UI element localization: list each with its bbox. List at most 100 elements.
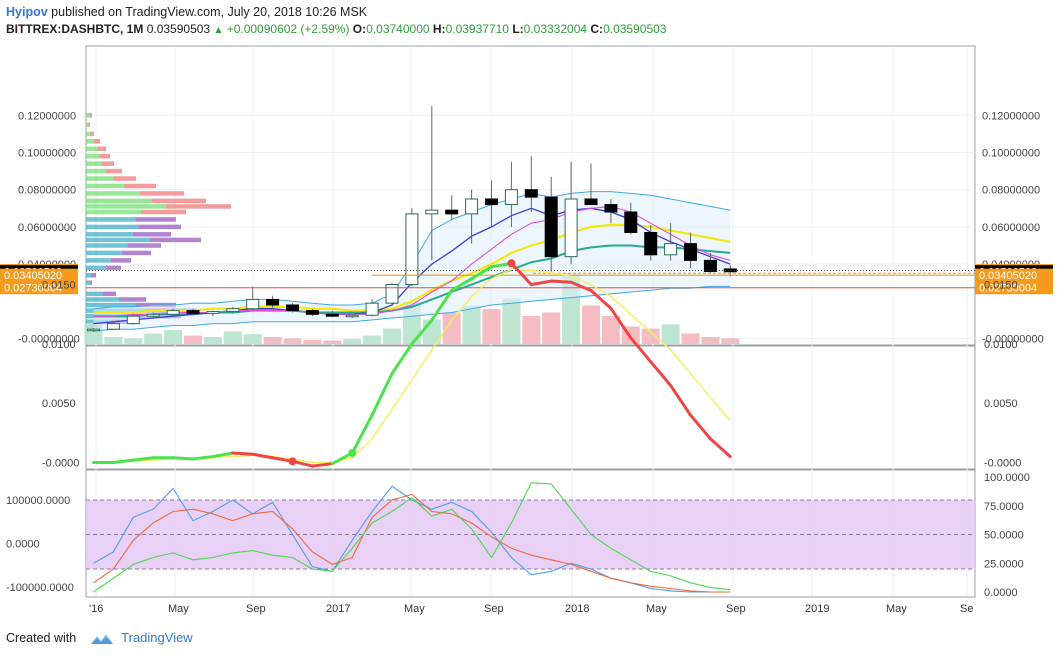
- high-label: H:: [432, 22, 446, 36]
- macd-line-segment: [231, 451, 255, 456]
- ma-pink-line: [93, 205, 731, 317]
- candle-body: [445, 209, 459, 215]
- macd-line-segment: [589, 289, 613, 310]
- price-tick-right: 0.10000000: [982, 148, 1040, 160]
- macd-line-segment: [470, 265, 493, 281]
- macd-line-segment: [609, 306, 633, 340]
- candle-body: [345, 314, 359, 318]
- author-link[interactable]: Hyipov: [6, 5, 48, 19]
- volume-bar: [641, 328, 660, 344]
- volume-profile-bar: [113, 176, 136, 181]
- volume-bar: [223, 331, 242, 344]
- macd-line-segment: [251, 452, 275, 460]
- volume-profile-bar: [119, 297, 146, 302]
- volume-bar: [303, 339, 322, 344]
- macd-line-segment: [549, 279, 573, 284]
- price-badge-right: [975, 281, 1053, 295]
- volume-profile-bar: [86, 243, 128, 248]
- price-tick-right: 0.08000000: [982, 185, 1040, 197]
- macd-line-segment: [689, 413, 712, 441]
- macd-line-segment: [131, 456, 155, 462]
- volume-profile-bar: [90, 131, 94, 137]
- volume-bar: [502, 298, 521, 344]
- volume-profile-bar: [86, 302, 136, 308]
- volume-bar: [661, 324, 680, 344]
- volume-profile-bar: [105, 168, 122, 174]
- band-lower-line: [93, 285, 731, 332]
- macd-tick-left: -0.0000: [42, 458, 79, 470]
- volume-profile-bar: [86, 250, 122, 256]
- volume-profile-bar: [86, 265, 106, 271]
- volume-profile-bar: [89, 280, 92, 285]
- price-badge-left-text: 0.02730004: [4, 283, 62, 295]
- low-value: 0.03332004: [523, 22, 588, 36]
- osc-tick-right: 0.0000: [984, 587, 1018, 599]
- osc-tick-right: 50.0000: [984, 530, 1024, 542]
- price-tick-right: -0.00000000: [982, 334, 1044, 346]
- macd-line-segment: [350, 413, 374, 455]
- candle-body: [723, 268, 737, 273]
- volume-profile-bar: [86, 153, 100, 159]
- candle-body: [425, 209, 439, 215]
- volume-profile-bar: [86, 198, 152, 204]
- time-axis-label: May: [404, 603, 425, 615]
- volume-bar: [701, 337, 720, 344]
- created-with-text: Created with: [6, 631, 77, 645]
- price-badge-right-text: 0.03405020: [979, 270, 1037, 282]
- volume-bar: [323, 340, 342, 344]
- volume-profile-bar: [86, 273, 92, 278]
- volume-bar: [203, 337, 222, 344]
- volume-profile-bar: [89, 113, 92, 118]
- open-label: O:: [352, 22, 367, 36]
- volume-profile-bar: [86, 237, 150, 243]
- volume-profile-bar: [138, 224, 181, 230]
- macd-line-segment: [390, 342, 414, 376]
- macd-tick-right: 0.0050: [984, 398, 1018, 410]
- candle-body: [226, 308, 240, 313]
- price-badge-left: [0, 281, 78, 295]
- price-tick-left: 0.08000000: [18, 185, 76, 197]
- low-label: L:: [512, 22, 524, 36]
- volume-bar: [522, 316, 541, 344]
- candle-body: [644, 231, 658, 256]
- price-tick-right: 0.12000000: [982, 110, 1040, 122]
- volume-profile-bar: [86, 161, 102, 166]
- candle-body: [365, 302, 379, 316]
- candle-body: [465, 198, 479, 215]
- price-tick-right: 0.06000000: [982, 222, 1040, 234]
- macd-line-segment: [211, 451, 235, 459]
- price-tick-left: 0.10000000: [18, 148, 76, 160]
- tradingview-link[interactable]: TradingView: [121, 630, 193, 645]
- candle-body: [564, 198, 578, 258]
- candle-body: [106, 323, 120, 330]
- candle-body: [246, 298, 260, 310]
- macd-line-segment: [669, 383, 692, 417]
- close-label: C:: [590, 22, 604, 36]
- candle-body: [485, 198, 498, 206]
- publish-line: Hyipov published on TradingView.com, Jul…: [6, 4, 1046, 20]
- high-value: 0.03937710: [445, 22, 509, 36]
- candle-body: [584, 198, 598, 206]
- volume-bar: [184, 335, 202, 344]
- tradingview-logo-icon: [90, 633, 113, 644]
- volume-profile-bar: [86, 204, 166, 209]
- volume-profile-bar: [86, 139, 94, 144]
- close-value: 0.03590503: [603, 22, 667, 36]
- price-tick-left: -0.00000000: [18, 334, 80, 346]
- macd-cross-dot: [507, 259, 516, 268]
- macd-tick-left: 0.0100: [42, 339, 76, 351]
- volume-bar: [243, 334, 262, 344]
- volume-bar: [681, 333, 700, 344]
- volume-profile-bar: [86, 297, 119, 302]
- volume-profile-bar: [86, 258, 111, 263]
- volume-profile-bar: [127, 243, 161, 248]
- osc-tick-left: 100000.0000: [6, 495, 70, 507]
- macd-tick-right: 0.0100: [984, 339, 1018, 351]
- volume-bar: [283, 338, 302, 344]
- volume-bar: [363, 335, 382, 344]
- osc-tick-left: 0.0000: [6, 539, 40, 551]
- time-axis-label: Sep: [726, 603, 746, 615]
- oscillator-orange-line: [93, 493, 731, 593]
- candle-body: [186, 310, 200, 314]
